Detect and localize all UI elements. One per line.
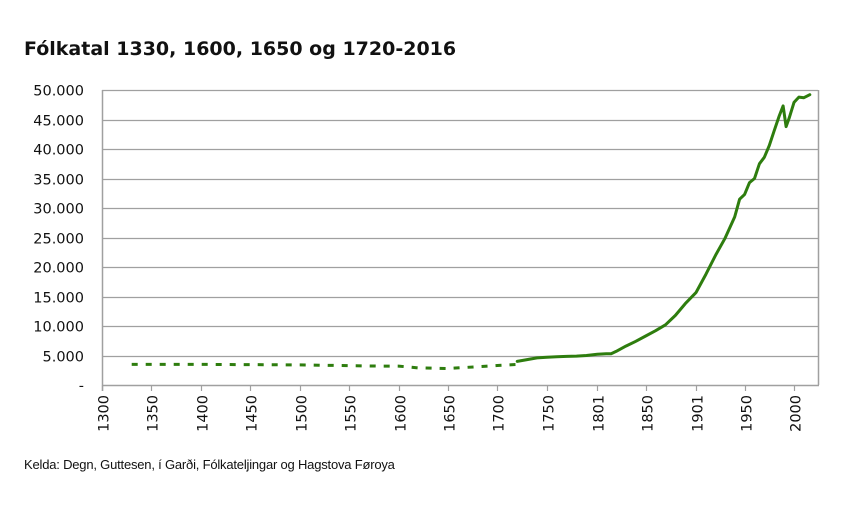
y-axis-tick-labels: - 5.000 10.000 15.000 20.000 25.000 30.000 35.0…	[33, 84, 84, 395]
y-tick-label: 20.000	[33, 261, 84, 277]
gridlines	[102, 89, 818, 358]
x-tick-label: 1850	[641, 395, 657, 432]
x-tick-label: 1550	[344, 395, 360, 432]
y-tick-label: 35.000	[33, 173, 84, 189]
x-tick-label: 1950	[740, 395, 756, 432]
y-tick-label: 10.000	[33, 320, 84, 336]
chart-title: Fólkatal 1330, 1600, 1650 og 1720-2016	[24, 38, 457, 60]
x-tick-label: 1400	[196, 395, 212, 432]
x-tick-label: 1350	[146, 395, 162, 432]
data-series	[131, 93, 812, 370]
x-tick-label: 2000	[789, 395, 805, 432]
y-tick-label: 5.000	[42, 350, 84, 366]
y-tick-label: -	[79, 379, 84, 395]
y-tick-label: 15.000	[33, 291, 84, 307]
y-tick-label: 25.000	[33, 232, 84, 248]
x-tick-label: 1500	[295, 395, 311, 432]
y-tick-label: 30.000	[33, 202, 84, 218]
x-tick-label: 1750	[542, 395, 558, 432]
y-tick-label: 40.000	[33, 143, 84, 159]
x-tick-label: 1450	[245, 395, 261, 432]
source-note: Kelda: Degn, Guttesen, í Garði, Fólkatel…	[24, 457, 395, 472]
x-tick-label: 1300	[97, 395, 113, 432]
axes	[101, 90, 820, 391]
x-tick-label: 1600	[394, 395, 410, 432]
x-tick-label: 1901	[691, 395, 707, 432]
y-tick-label: 50.000	[33, 84, 84, 100]
y-tick-label: 45.000	[33, 114, 84, 130]
population-line	[515, 93, 812, 363]
dashed-population-line	[131, 362, 518, 370]
x-tick-label: 1801	[592, 395, 608, 432]
x-axis-tick-labels: 1300 1350 1400 1450 1500 1550 1600 1650 1700 1750…	[97, 395, 805, 432]
x-tick-label: 1650	[443, 395, 459, 432]
x-tick-label: 1700	[492, 395, 508, 432]
